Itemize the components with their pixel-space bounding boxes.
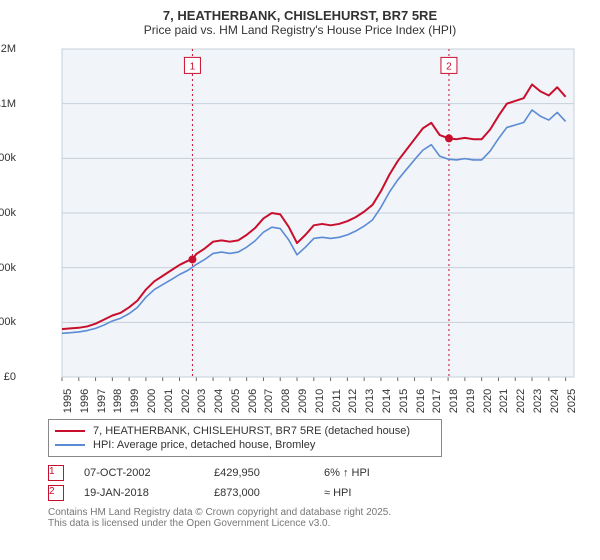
y-tick-label: £1.2M	[0, 43, 20, 55]
x-tick-label: 2009	[297, 389, 309, 413]
chart-container: 7, HEATHERBANK, CHISLEHURST, BR7 5RE Pri…	[0, 0, 600, 533]
x-tick-label: 1999	[129, 389, 141, 413]
y-tick-label: £0	[4, 371, 20, 383]
trade-dot	[188, 255, 196, 263]
chart-title-line2: Price paid vs. HM Land Registry's House …	[10, 23, 590, 37]
legend-row: HPI: Average price, detached house, Brom…	[55, 438, 435, 452]
trade-pct: 6% ↑ HPI	[324, 467, 370, 479]
trade-row-badge: 1	[48, 465, 64, 481]
x-tick-label: 2005	[230, 389, 242, 413]
legend: 7, HEATHERBANK, CHISLEHURST, BR7 5RE (de…	[48, 419, 442, 457]
chart-svg: 12	[20, 43, 580, 383]
x-tick-label: 2016	[415, 389, 427, 413]
x-tick-label: 2002	[180, 389, 192, 413]
x-tick-label: 2000	[146, 389, 158, 413]
x-tick-label: 2014	[381, 389, 393, 413]
trade-date: 07-OCT-2002	[84, 467, 194, 479]
trade-row-badge: 2	[48, 485, 64, 501]
x-tick-label: 1995	[62, 389, 74, 413]
y-tick-label: £200k	[0, 316, 20, 328]
chart-title-line1: 7, HEATHERBANK, CHISLEHURST, BR7 5RE	[10, 8, 590, 23]
trade-table: 1 07-OCT-2002 £429,950 6% ↑ HPI 2 19-JAN-2018…	[48, 463, 590, 503]
plot-area: 12 £0£200k£400k£600k£800k£1M£1.2M1995199…	[20, 43, 580, 383]
x-tick-label: 2013	[364, 389, 376, 413]
trade-price: £429,950	[214, 467, 304, 479]
x-tick-label: 2006	[247, 389, 259, 413]
y-tick-label: £400k	[0, 262, 20, 274]
x-tick-label: 2001	[163, 389, 175, 413]
x-tick-label: 2011	[331, 389, 343, 413]
x-tick-label: 2018	[448, 389, 460, 413]
legend-label: HPI: Average price, detached house, Brom…	[93, 439, 315, 451]
x-tick-label: 1996	[79, 389, 91, 413]
trade-badge-num: 2	[446, 61, 452, 72]
x-tick-label: 2010	[314, 389, 326, 413]
x-tick-label: 2017	[431, 389, 443, 413]
x-tick-label: 2021	[498, 389, 510, 413]
x-tick-label: 2012	[347, 389, 359, 413]
x-tick-label: 2022	[515, 389, 527, 413]
x-tick-label: 1997	[96, 389, 108, 413]
legend-swatch	[55, 444, 85, 446]
x-tick-label: 2023	[532, 389, 544, 413]
trade-pct: ≈ HPI	[324, 487, 351, 499]
x-tick-label: 2019	[465, 389, 477, 413]
trade-date: 19-JAN-2018	[84, 487, 194, 499]
x-tick-label: 2020	[482, 389, 494, 413]
x-tick-label: 1998	[112, 389, 124, 413]
y-tick-label: £600k	[0, 207, 20, 219]
footer-line2: This data is licensed under the Open Gov…	[48, 518, 590, 529]
x-tick-label: 2003	[196, 389, 208, 413]
y-tick-label: £800k	[0, 152, 20, 164]
x-tick-label: 2015	[398, 389, 410, 413]
y-tick-label: £1M	[0, 98, 20, 110]
trade-row: 1 07-OCT-2002 £429,950 6% ↑ HPI	[48, 463, 590, 483]
trade-row: 2 19-JAN-2018 £873,000 ≈ HPI	[48, 483, 590, 503]
x-tick-label: 2008	[280, 389, 292, 413]
trade-dot	[445, 134, 453, 142]
x-tick-label: 2007	[263, 389, 275, 413]
trade-price: £873,000	[214, 487, 304, 499]
footer-attribution: Contains HM Land Registry data © Crown c…	[48, 507, 590, 529]
x-tick-label: 2025	[566, 389, 578, 413]
x-tick-label: 2004	[213, 389, 225, 413]
footer-line1: Contains HM Land Registry data © Crown c…	[48, 507, 590, 518]
trade-badge-num: 1	[190, 61, 196, 72]
legend-label: 7, HEATHERBANK, CHISLEHURST, BR7 5RE (de…	[93, 425, 410, 437]
legend-row: 7, HEATHERBANK, CHISLEHURST, BR7 5RE (de…	[55, 424, 435, 438]
legend-swatch	[55, 430, 85, 432]
x-tick-label: 2024	[549, 389, 561, 413]
